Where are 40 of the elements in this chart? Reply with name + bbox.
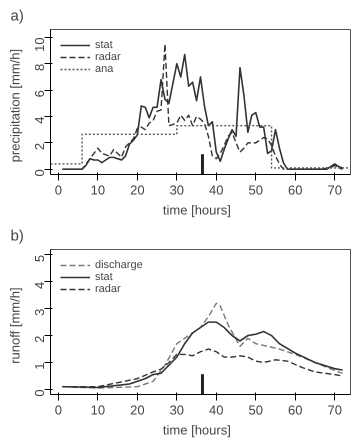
x-tick-label: 30 (170, 182, 184, 198)
chart-title: a) (10, 8, 24, 24)
x-tick-label: 70 (327, 182, 342, 198)
x-tick-label: 10 (90, 402, 106, 418)
legend-label: stat (95, 271, 114, 283)
y-tick-label: 4 (32, 116, 47, 124)
y-tick-label: 5 (32, 254, 47, 262)
y-tick-label: 1 (32, 362, 47, 370)
y-tick-label: 4 (32, 282, 47, 290)
y-tick-label: 8 (32, 64, 47, 72)
x-axis-title: time [hours] (162, 422, 231, 438)
x-tick-label: 50 (248, 402, 263, 418)
y-tick-label: 10 (32, 37, 47, 52)
x-tick-label: 0 (54, 402, 62, 418)
x-tick-label: 30 (170, 402, 184, 418)
y-axis-title: runoff [mm/h] (8, 287, 22, 364)
chart-title: b) (10, 228, 24, 244)
y-axis-title: precipitation [mm/h] (8, 48, 22, 162)
x-tick-label: 50 (248, 182, 263, 198)
x-tick-label: 40 (209, 182, 224, 198)
legend-label: stat (95, 39, 114, 51)
x-tick-label: 0 (54, 182, 62, 198)
x-axis-title: time [hours] (162, 202, 231, 218)
y-tick-label: 2 (32, 142, 47, 150)
x-tick-label: 60 (288, 182, 302, 198)
x-tick-label: 10 (90, 182, 106, 198)
x-tick-label: 20 (130, 402, 145, 418)
y-tick-label: 0 (32, 169, 47, 176)
legend-label: radar (95, 51, 121, 63)
legend-label: ana (95, 63, 114, 75)
x-tick-label: 40 (209, 402, 224, 418)
x-tick-label: 20 (130, 182, 145, 198)
y-tick-label: 6 (32, 90, 47, 98)
legend-label: radar (95, 283, 121, 295)
x-tick-label: 70 (327, 402, 342, 418)
y-tick-label: 2 (32, 336, 47, 343)
legend-label: discharge (95, 259, 143, 271)
y-tick-label: 3 (32, 308, 47, 316)
y-tick-label: 0 (32, 389, 47, 397)
x-tick-label: 60 (288, 402, 302, 418)
